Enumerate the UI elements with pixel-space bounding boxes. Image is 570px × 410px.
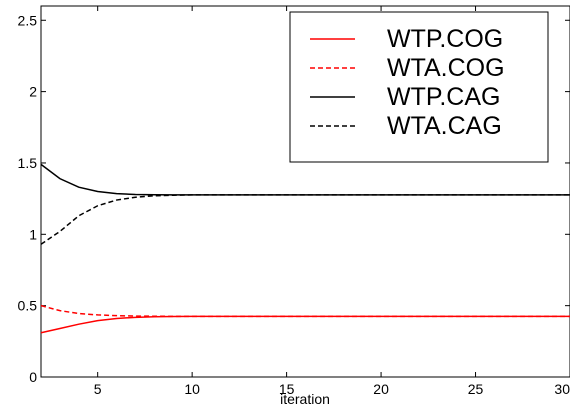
y-axis-ticks: 0 0.5 1 1.5 2 2.5 bbox=[18, 12, 570, 385]
legend-label: WTP.CAG bbox=[387, 83, 500, 111]
legend-label: WTA.CAG bbox=[387, 112, 502, 140]
y-tick-label: 2.5 bbox=[18, 12, 38, 28]
series-line-wta-cog bbox=[40, 304, 570, 318]
y-tick-label: 1.5 bbox=[18, 155, 38, 171]
x-tick-label: 5 bbox=[94, 381, 102, 397]
x-tick-label: 20 bbox=[373, 381, 389, 397]
y-tick-label: 2 bbox=[29, 84, 37, 100]
x-axis-label: iteration bbox=[280, 391, 330, 407]
y-tick-label: 0.5 bbox=[18, 298, 38, 314]
x-axis-ticks: 5 10 15 20 25 30 bbox=[94, 6, 570, 397]
series-line-wta-cag bbox=[40, 194, 570, 245]
legend-label: WTP.COG bbox=[387, 25, 503, 53]
series-line-wtp-cag bbox=[40, 163, 570, 196]
y-tick-label: 1 bbox=[29, 226, 37, 242]
legend-box bbox=[289, 11, 549, 163]
x-tick-label: 10 bbox=[184, 381, 200, 397]
x-tick-label: 15 bbox=[279, 381, 295, 397]
plot-frame bbox=[40, 5, 570, 378]
y-tick-label: 0 bbox=[29, 369, 37, 385]
series-line-wtp-cog bbox=[40, 315, 570, 334]
legend-label: WTA.COG bbox=[387, 54, 505, 82]
x-tick-label: 25 bbox=[468, 381, 484, 397]
series-lines bbox=[40, 163, 570, 334]
x-tick-label: 30 bbox=[554, 381, 570, 397]
